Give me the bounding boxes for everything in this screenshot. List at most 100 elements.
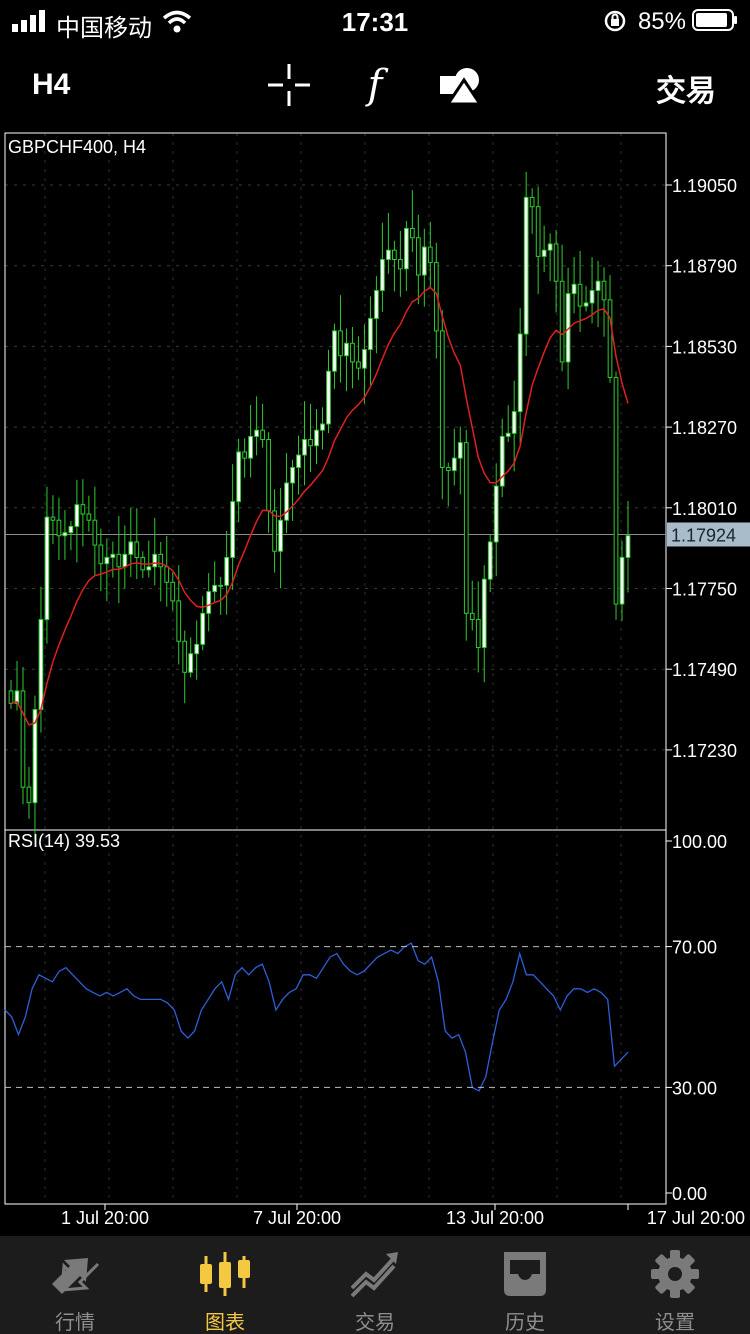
candles [8,171,631,840]
candle-body [487,541,493,580]
candle-body [613,376,619,605]
price-tick-label: 1.18010 [672,499,737,519]
candle-body [272,510,277,552]
tab-bar: 行情 图表 交易 历史 [0,1236,750,1334]
candle-body [206,591,212,614]
candle-body [134,541,140,558]
candle-body [68,525,74,534]
candle-body [32,709,38,804]
candle-body [182,640,188,673]
candle-body [56,519,62,537]
candle-body [475,619,481,648]
candle-body [212,584,218,593]
tab-history-label: 历史 [505,1312,545,1334]
tab-quotes-label: 行情 [55,1312,95,1334]
candle-body [104,556,110,565]
price-axis: 1.19050 1.18790 1.18530 1.18270 1.18010 1.177… [666,176,737,761]
moving-average-line [10,286,629,726]
svg-text:f: f [365,62,389,108]
rsi-tick-label: 0.00 [672,1184,707,1204]
candle-body [535,206,541,257]
candle-body [266,439,271,512]
candle-body [164,566,170,583]
candle-body [254,429,259,437]
candlestick-icon [200,1252,250,1296]
candle-body [433,262,439,332]
candle-body [547,243,553,251]
candle-body [362,349,367,369]
timeframe-button[interactable]: H4 [32,68,71,101]
candle-body [62,532,68,537]
rsi-tick-label: 100.00 [672,832,727,852]
candle-body [374,290,379,319]
candle-body [368,317,373,351]
time-tick-label: 13 Jul 20:00 [446,1208,544,1228]
price-chart[interactable]: GBPCHF400, H4 RSI(14) 39.53 1.19050 1.187… [0,130,750,1230]
clock: 17:31 [341,7,409,37]
price-tick-label: 1.19050 [672,176,737,196]
candle-body [499,435,505,487]
tab-settings-label: 设置 [655,1312,695,1334]
candle-body [481,578,487,648]
candle-body [152,553,158,568]
candle-body [577,283,583,307]
candle-body [296,454,301,468]
candle-body [541,249,547,257]
candle-body [320,423,325,431]
candle-body [50,516,56,521]
objects-icon[interactable] [436,60,486,110]
time-tick-label: 17 Jul 20:00 [647,1208,745,1228]
crosshair-icon[interactable] [264,60,314,110]
candle-body [589,290,595,304]
candle-body [392,249,397,260]
candle-body [146,566,152,571]
candle-body [439,330,445,468]
candle-body [559,280,565,363]
current-price-label: 1.17924 [671,525,736,545]
rsi-tick-label: 70.00 [672,938,717,958]
candle-body [607,299,613,378]
time-tick-label: 1 Jul 20:00 [61,1208,149,1228]
candle-body [236,451,241,503]
candle-body [469,612,475,621]
candle-body [74,504,80,527]
candle-body [398,258,403,270]
tab-quotes[interactable]: 行情 [0,1236,150,1334]
candle-body [427,246,433,264]
candle-body [332,330,337,372]
rsi-pane-border [4,829,667,1205]
rsi-tick-label: 30.00 [672,1078,717,1098]
candle-body [218,584,224,587]
battery-icon [692,9,737,31]
candle-body [260,429,265,441]
candle-body [116,553,122,568]
candle-body [44,516,50,621]
candle-body [80,504,86,515]
tab-settings[interactable]: 设置 [600,1236,750,1334]
candle-body [26,786,32,804]
candle-body [625,535,631,558]
candle-body [194,643,200,655]
rsi-title: RSI(14) 39.53 [8,831,120,851]
indicators-icon[interactable]: f [350,60,400,110]
time-tick-label: 7 Jul 20:00 [253,1208,341,1228]
price-tick-label: 1.18790 [672,257,737,277]
chart-toolbar: H4 f 交易 [0,50,750,120]
candle-body [523,196,529,335]
tab-trade[interactable]: 交易 [300,1236,450,1334]
battery-percent: 85% [637,8,686,35]
candle-body [278,519,283,552]
price-tick-label: 1.17750 [672,580,737,600]
candle-body [404,227,409,270]
trade-button[interactable]: 交易 [656,75,716,108]
candle-body [290,466,295,484]
candle-body [421,246,427,276]
candle-body [248,435,253,459]
main-pane-border [4,132,667,831]
tab-chart[interactable]: 图表 [150,1236,300,1334]
quotes-icon [52,1258,100,1294]
price-tick-label: 1.17490 [672,660,737,680]
tab-history[interactable]: 历史 [450,1236,600,1334]
candle-body [356,361,361,369]
candle-body [224,556,230,586]
